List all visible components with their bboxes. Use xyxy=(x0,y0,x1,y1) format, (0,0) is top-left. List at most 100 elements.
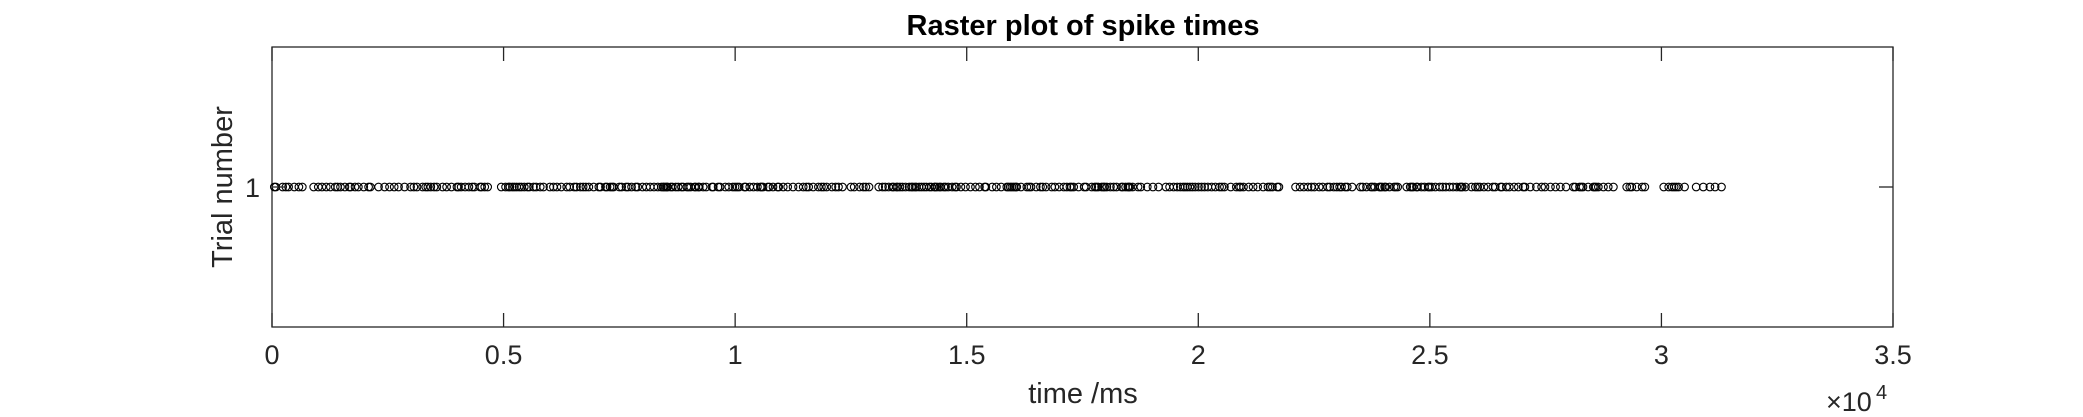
spike-marker xyxy=(758,182,768,192)
spike-marker xyxy=(350,182,360,192)
y-axis-ticks: 1 xyxy=(245,173,1893,203)
spike-marker xyxy=(801,182,811,192)
spike-marker xyxy=(330,182,340,192)
spike-marker xyxy=(483,182,493,192)
spike-marker xyxy=(932,182,942,192)
spike-marker xyxy=(354,182,363,192)
spike-marker xyxy=(510,182,519,192)
spike-marker xyxy=(1402,182,1412,192)
spike-marker xyxy=(753,182,762,192)
spike-marker xyxy=(1128,182,1137,192)
spike-marker xyxy=(838,182,847,192)
spike-marker xyxy=(464,182,474,192)
spike-marker xyxy=(1036,182,1045,192)
chart-title: Raster plot of spike times xyxy=(907,10,1260,42)
spike-marker xyxy=(1556,182,1565,192)
spike-marker xyxy=(1438,182,1448,192)
x-tick-label: 2.5 xyxy=(1411,340,1449,370)
spike-marker xyxy=(406,182,415,192)
spike-marker xyxy=(1342,182,1352,192)
spike-marker xyxy=(1031,182,1041,192)
spike-marker xyxy=(1504,182,1514,192)
spike-marker xyxy=(971,182,980,192)
x-tick-label: 1.5 xyxy=(948,340,986,370)
spike-marker xyxy=(1142,182,1152,192)
spike-markers xyxy=(269,182,1726,192)
spike-marker xyxy=(1112,182,1121,192)
spike-marker xyxy=(432,182,442,192)
spike-marker xyxy=(961,182,970,192)
spike-marker xyxy=(788,182,798,192)
spike-marker xyxy=(1520,182,1530,192)
spike-marker xyxy=(429,182,439,192)
spike-marker xyxy=(1012,182,1022,192)
spike-marker xyxy=(1274,182,1284,192)
spike-marker xyxy=(1038,182,1048,192)
spike-marker xyxy=(956,182,966,192)
spike-marker xyxy=(1599,182,1608,192)
spike-marker xyxy=(878,182,887,192)
spike-marker xyxy=(1593,182,1603,192)
spike-marker xyxy=(1185,182,1195,192)
spike-marker xyxy=(569,182,579,192)
spike-marker xyxy=(1310,182,1319,192)
spike-marker xyxy=(501,182,510,192)
spike-marker xyxy=(1197,182,1206,192)
spike-marker xyxy=(539,182,548,192)
spike-marker xyxy=(1473,182,1483,192)
spike-marker xyxy=(1050,182,1060,192)
spike-marker xyxy=(1551,182,1560,192)
spike-marker xyxy=(1323,182,1332,192)
spike-marker xyxy=(442,182,451,192)
spike-marker xyxy=(309,182,319,192)
spike-marker xyxy=(389,182,399,192)
spike-marker xyxy=(400,182,409,192)
spike-marker xyxy=(694,182,704,192)
spike-marker xyxy=(615,182,624,192)
x-axis-ticks: 0 0.5 1 1.5 2 2.5 3 3.5 xyxy=(264,47,1912,370)
spike-marker xyxy=(1217,182,1227,192)
spike-marker xyxy=(1148,182,1158,192)
spike-marker xyxy=(1680,182,1689,192)
spike-marker xyxy=(724,182,734,192)
spike-marker xyxy=(1253,182,1263,192)
x-tick-label: 3 xyxy=(1654,340,1669,370)
spike-marker xyxy=(602,182,612,192)
spike-marker xyxy=(846,182,856,192)
spike-marker xyxy=(1609,182,1618,192)
spike-marker xyxy=(1356,182,1365,192)
spike-marker xyxy=(819,182,829,192)
spike-marker xyxy=(943,182,953,192)
spike-marker xyxy=(505,182,515,192)
x-tick-label: 0 xyxy=(264,340,279,370)
spike-marker xyxy=(578,182,588,192)
spike-marker xyxy=(764,182,774,192)
spike-marker xyxy=(734,182,744,192)
spike-marker xyxy=(1081,182,1091,192)
spike-marker xyxy=(1362,182,1371,192)
spike-marker xyxy=(864,182,874,192)
x-axis-label: time /ms xyxy=(1028,378,1138,410)
spike-marker xyxy=(827,182,837,192)
spike-marker xyxy=(1471,182,1480,192)
spike-marker xyxy=(1268,182,1277,192)
spike-marker xyxy=(1408,182,1418,192)
spike-marker xyxy=(1637,182,1647,192)
spike-marker xyxy=(1381,182,1391,192)
spike-marker xyxy=(728,182,738,192)
spike-marker xyxy=(1385,182,1394,192)
spike-marker xyxy=(1467,182,1476,192)
spike-marker xyxy=(556,182,566,192)
spike-marker xyxy=(952,182,961,192)
spike-marker xyxy=(514,182,524,192)
spike-marker xyxy=(423,182,433,192)
spike-marker xyxy=(359,182,369,192)
spike-marker xyxy=(1393,182,1403,192)
x-axis-exponent-power: 4 xyxy=(1876,382,1887,404)
x-axis-exponent-base: ×10 xyxy=(1826,387,1872,417)
spike-marker xyxy=(374,182,383,192)
spike-marker xyxy=(380,182,389,192)
spike-marker xyxy=(412,182,422,192)
spike-marker xyxy=(992,182,1001,192)
spike-marker xyxy=(385,182,394,192)
